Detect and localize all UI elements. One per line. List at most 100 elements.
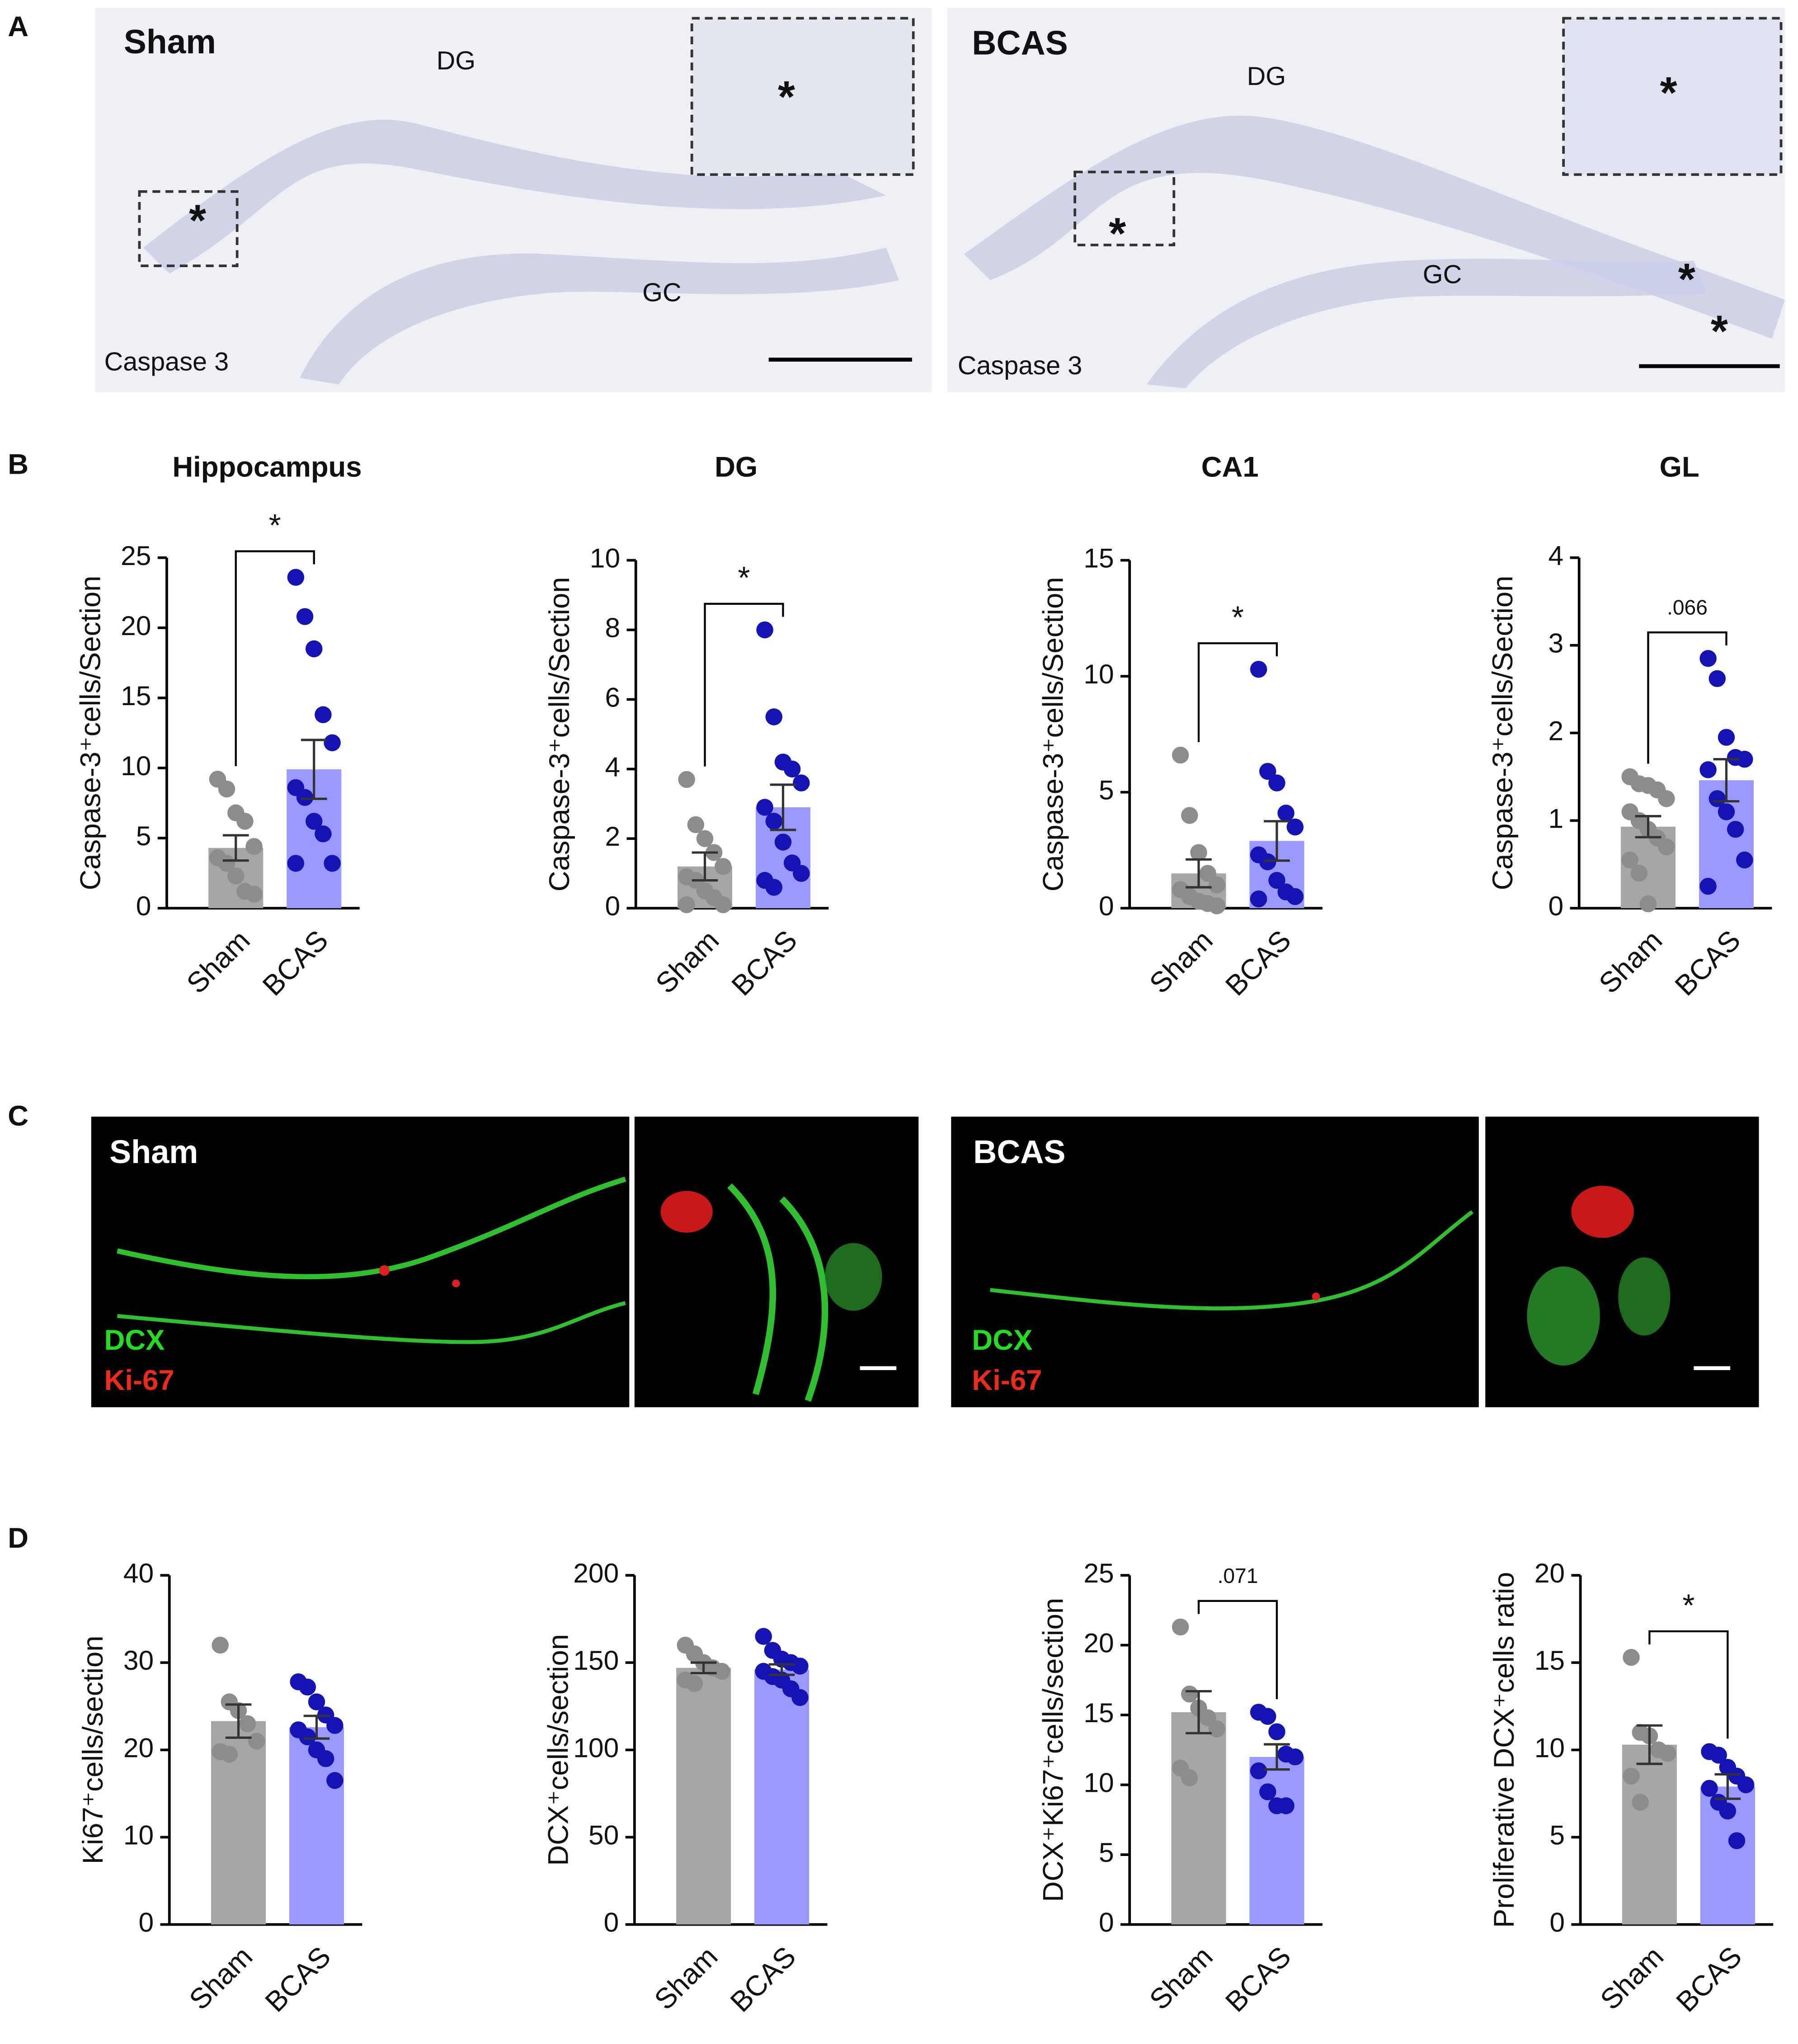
y-tick-label: 20 — [123, 1732, 154, 1763]
chart: 0 5 10 15 20 Proliferative DCX⁺cells ratio Sha… — [1488, 1558, 1774, 2018]
data-point — [1658, 838, 1675, 856]
data-point — [687, 816, 705, 834]
data-point — [1658, 790, 1675, 807]
significance-label: * — [1232, 599, 1244, 635]
data-point — [755, 1628, 772, 1645]
y-tick-label: 5 — [1099, 1837, 1114, 1868]
error-bar — [225, 1703, 252, 1739]
data-point — [212, 1636, 229, 1654]
y-tick-label: 0 — [604, 1907, 619, 1938]
significance-bracket — [1197, 1600, 1278, 1700]
y-tick-label: 10 — [1534, 1732, 1565, 1763]
data-point — [248, 1733, 265, 1750]
data-point — [1268, 774, 1285, 791]
x-tick-label: BCAS — [1219, 1940, 1297, 2018]
data-point — [1621, 851, 1638, 869]
micrograph-sham-dcx: Sham DCX Ki-67 — [91, 1116, 919, 1408]
data-point — [299, 1728, 316, 1746]
group-label: Sham — [109, 1134, 198, 1170]
chart-title: DG — [715, 452, 758, 483]
y-tick-label: 25 — [121, 540, 151, 571]
y-tick-label: 10 — [590, 543, 620, 574]
data-point — [1259, 1708, 1276, 1725]
y-tick-label: 5 — [136, 820, 151, 851]
error-bar — [1635, 815, 1662, 838]
error-bar — [690, 1661, 717, 1675]
y-axis-label: Caspase-3⁺cells/Section — [75, 575, 106, 890]
data-point — [1709, 670, 1726, 688]
y-tick-label: 40 — [123, 1558, 154, 1588]
y-tick-label: 10 — [1083, 1767, 1114, 1798]
data-point — [765, 879, 783, 896]
data-point — [1250, 890, 1267, 908]
data-point — [1172, 746, 1189, 764]
asterisk: * — [1660, 68, 1677, 118]
data-point — [793, 774, 810, 791]
region-label: GC — [642, 278, 681, 307]
y-tick-label: 4 — [1548, 540, 1563, 571]
x-tick-label: Sham — [650, 924, 725, 1000]
x-tick-label: BCAS — [1219, 924, 1297, 1002]
y-tick-label: 3 — [1548, 628, 1563, 659]
error-bar — [1264, 820, 1290, 862]
data-point — [315, 706, 332, 723]
data-point — [1190, 844, 1207, 861]
significance-label: .066 — [1667, 595, 1708, 619]
y-tick-label: 15 — [121, 680, 151, 711]
data-point — [678, 896, 695, 914]
y-tick-label: 5 — [1549, 1819, 1565, 1850]
data-point — [324, 734, 341, 751]
data-point — [1630, 864, 1648, 882]
asterisk: * — [1109, 209, 1126, 259]
data-point — [1737, 1776, 1755, 1794]
panel-label: C — [8, 1100, 28, 1132]
data-point — [1181, 1686, 1198, 1703]
data-point — [236, 813, 254, 830]
data-point — [686, 1675, 703, 1692]
group-label: BCAS — [973, 1134, 1065, 1170]
chart-title: GL — [1660, 452, 1699, 483]
y-tick-label: 25 — [1083, 1558, 1114, 1588]
y-axis-label: Caspase-3⁺cells/Section — [1038, 577, 1069, 891]
data-point — [774, 834, 792, 851]
data-point — [696, 830, 714, 848]
y-tick-label: 10 — [1083, 659, 1114, 689]
data-point — [1259, 1783, 1276, 1800]
data-point — [326, 1717, 344, 1734]
chart: 0 5 10 15 Caspase-3⁺cells/Section CA1 Sham BCAS… — [1038, 452, 1323, 1002]
y-tick-label: 0 — [1099, 890, 1114, 921]
significance-bracket — [1197, 642, 1278, 742]
data-point — [1181, 807, 1198, 824]
data-point — [1719, 1802, 1737, 1820]
data-point — [287, 855, 305, 872]
error-bar — [1636, 1724, 1663, 1765]
data-point — [1639, 895, 1657, 913]
region-label: GC — [1423, 260, 1462, 289]
data-point — [1709, 790, 1726, 807]
chart: 0 50 100 150 200 DCX⁺cells/section Sham BCAS — [542, 1558, 828, 2018]
y-tick-label: 15 — [1083, 1697, 1114, 1728]
data-point — [1250, 660, 1267, 678]
data-point — [239, 1715, 256, 1733]
chart-title: Hippocampus — [172, 452, 362, 483]
micrograph-sham-caspase: Sham DG GC Caspase 3 * * — [95, 8, 932, 392]
significance-label: * — [1682, 1587, 1694, 1623]
data-point — [1277, 805, 1294, 822]
x-tick-label: BCAS — [726, 924, 804, 1002]
data-point — [765, 708, 783, 725]
data-point — [1727, 820, 1744, 838]
error-bar — [1186, 1690, 1212, 1734]
data-point — [1632, 1794, 1649, 1811]
y-axis-label: DCX⁺Ki67⁺cells/section — [1038, 1598, 1069, 1902]
region-label: DG — [1247, 62, 1286, 91]
bar — [676, 1667, 731, 1925]
chart-title: CA1 — [1201, 452, 1259, 483]
asterisk: * — [189, 196, 207, 245]
data-point — [678, 771, 695, 788]
data-point — [1286, 1748, 1304, 1766]
stain-label: Caspase 3 — [104, 348, 229, 377]
significance-label: * — [269, 508, 281, 543]
error-bar — [692, 851, 718, 882]
region-label: DG — [437, 47, 475, 75]
